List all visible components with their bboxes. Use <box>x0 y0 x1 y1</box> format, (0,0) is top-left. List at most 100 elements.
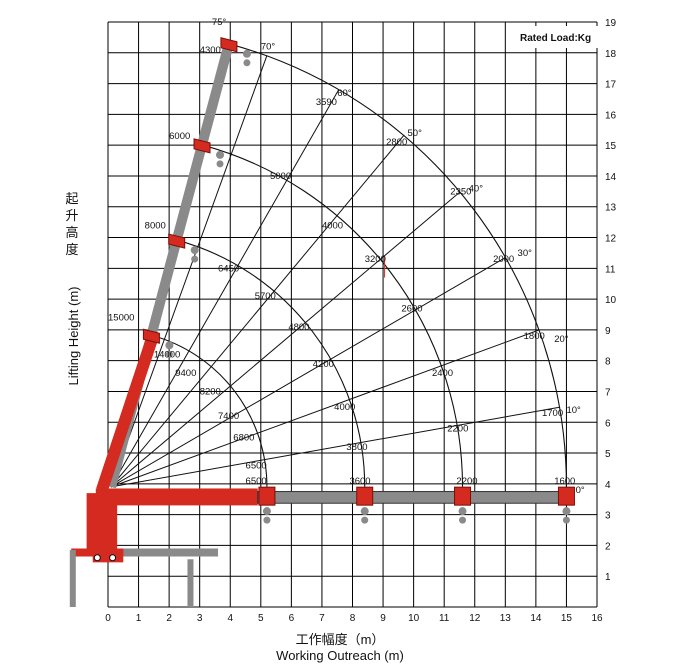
y-axis-title-cn-char: 起 <box>65 191 79 206</box>
hook-inclined <box>165 350 173 358</box>
y-tick-label: 11 <box>605 264 616 275</box>
angle-label: 75° <box>212 17 227 28</box>
crane-drawing <box>69 37 575 607</box>
hook-inclined <box>191 255 199 263</box>
x-tick-label: 14 <box>530 613 542 624</box>
y-tick-label: 16 <box>605 110 617 121</box>
outrigger-leg-left <box>69 550 76 607</box>
x-tick-label: 6 <box>289 613 295 624</box>
angle-label: 40° <box>469 183 484 194</box>
load-value-label: 4200 <box>313 359 334 370</box>
x-tick-label: 5 <box>258 613 264 624</box>
angle-ray <box>110 257 506 488</box>
boom-section-inclined <box>96 330 160 492</box>
x-tick-label: 4 <box>227 613 233 624</box>
load-value-label: 5000 <box>270 171 291 182</box>
load-value-label: 2350 <box>450 186 471 197</box>
outrigger-beam <box>71 548 219 557</box>
boom-head <box>258 486 276 506</box>
x-tick-label: 0 <box>105 613 111 624</box>
x-tick-label: 3 <box>197 613 203 624</box>
load-value-label: 15000 <box>108 313 134 324</box>
x-tick-label: 16 <box>591 613 603 624</box>
load-value-label: 3800 <box>346 442 367 453</box>
load-value-label: 2600 <box>401 303 422 314</box>
hook <box>459 516 467 524</box>
load-value-label: 4800 <box>288 322 309 333</box>
boom-head <box>356 486 374 506</box>
y-tick-label: 14 <box>605 172 617 183</box>
load-value-label: 6500 <box>246 460 267 471</box>
hook-inclined <box>243 59 251 67</box>
hook-block-inclined <box>190 246 199 255</box>
x-tick-label: 1 <box>136 613 142 624</box>
load-value-label: 9400 <box>175 368 196 379</box>
boom-head-inclined <box>142 328 160 344</box>
y-tick-label: 1 <box>605 572 611 583</box>
boom-head <box>454 486 472 506</box>
y-tick-label: 8 <box>605 357 611 368</box>
load-value-label: 8200 <box>200 387 221 398</box>
load-value-label: 8000 <box>145 220 166 231</box>
hook-inclined <box>216 160 224 168</box>
y-tick-label: 7 <box>605 387 611 398</box>
angle-label: 0° <box>576 485 585 496</box>
x-tick-label: 15 <box>561 613 573 624</box>
y-tick-label: 13 <box>605 203 617 214</box>
angle-label: 20° <box>554 334 569 345</box>
load-value-label: 2400 <box>432 368 453 379</box>
angle-ray <box>110 191 461 488</box>
hook-block <box>562 507 571 516</box>
bolt <box>93 554 101 562</box>
y-tick-label: 5 <box>605 449 611 460</box>
boom-head-inclined <box>168 233 186 249</box>
boom-head <box>557 486 575 506</box>
angle-ray <box>110 55 268 488</box>
x-tick-label: 12 <box>469 613 481 624</box>
angle-ray <box>110 135 405 488</box>
load-value-label: 4300 <box>200 45 221 56</box>
load-value-label: 3590 <box>316 97 337 108</box>
radius-arc <box>228 43 567 487</box>
load-value-label: 6800 <box>233 433 254 444</box>
y-tick-label: 15 <box>605 141 617 152</box>
y-axis-title-cn-char: 度 <box>65 242 79 257</box>
y-tick-label: 17 <box>605 80 617 91</box>
axis-ticks: 0 1 2 3 4 5 6 7 8 9 10 11 12 13 14 15 161234567891011121… <box>105 18 616 624</box>
load-value-label: 6500 <box>246 476 267 487</box>
hook-block-inclined <box>165 341 174 350</box>
legend-label: Rated Load:Kg <box>520 33 591 44</box>
bolt <box>109 554 117 562</box>
hook-block <box>360 507 369 516</box>
angle-label: 70° <box>261 42 276 53</box>
x-tick-label: 2 <box>166 613 172 624</box>
hook <box>562 516 570 524</box>
x-tick-label: 8 <box>350 613 356 624</box>
y-tick-label: 2 <box>605 541 611 552</box>
y-tick-label: 18 <box>605 49 617 60</box>
x-tick-label: 10 <box>408 613 420 624</box>
outrigger-leg-right <box>187 559 194 607</box>
grid <box>107 21 598 608</box>
angle-ray <box>110 329 540 488</box>
load-value-label: 2800 <box>386 137 407 148</box>
x-tick-label: 7 <box>319 613 325 624</box>
y-axis-title-cn-char: 升 <box>65 208 79 223</box>
x-axis-title-en: Working Outreach (m) <box>276 648 404 663</box>
load-labels: 4300 3590 2800 2350 2000 1800 1700 1600 6000 5000… <box>108 17 585 496</box>
angle-label: 60° <box>337 88 352 99</box>
load-value-label: 6000 <box>169 131 190 142</box>
load-value-label: 1700 <box>542 408 563 419</box>
load-value-label: 5700 <box>255 291 276 302</box>
boom-head-inclined <box>193 138 211 154</box>
hook <box>263 516 271 524</box>
y-axis-title-en: Lifting Height (m) <box>66 286 81 386</box>
load-value-label: 3600 <box>349 476 370 487</box>
x-tick-label: 9 <box>380 613 386 624</box>
y-tick-label: 9 <box>605 326 611 337</box>
y-tick-label: 4 <box>605 480 611 491</box>
angle-ray <box>110 406 560 488</box>
y-axis-title-cn-char: 高 <box>65 225 79 240</box>
angle-label: 10° <box>566 405 581 416</box>
